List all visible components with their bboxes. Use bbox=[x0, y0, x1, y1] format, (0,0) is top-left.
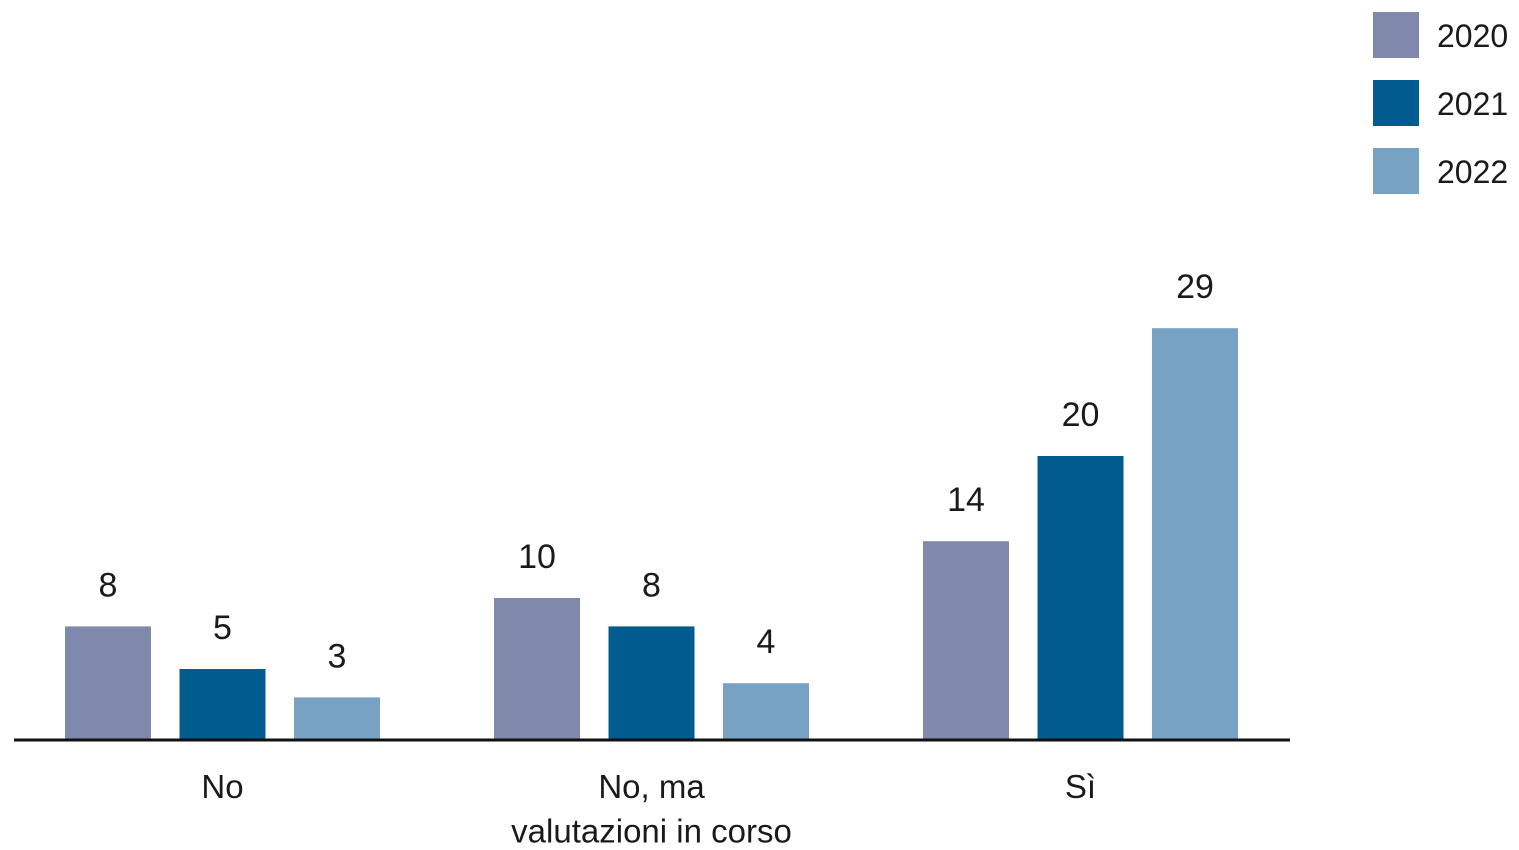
legend-swatch bbox=[1373, 12, 1419, 58]
value-label: 20 bbox=[1062, 396, 1100, 434]
value-label: 3 bbox=[328, 637, 347, 675]
bar bbox=[494, 598, 580, 740]
value-label: 10 bbox=[518, 538, 556, 576]
bar bbox=[1152, 328, 1238, 740]
bar bbox=[608, 626, 695, 740]
legend-label: 2020 bbox=[1437, 18, 1508, 54]
value-label: 4 bbox=[757, 623, 776, 661]
bar bbox=[1037, 456, 1124, 740]
legend-label: 2022 bbox=[1437, 154, 1508, 190]
legend-swatch bbox=[1373, 80, 1419, 126]
bar bbox=[723, 683, 809, 740]
value-label: 8 bbox=[642, 566, 661, 604]
x-tick-label: No bbox=[201, 768, 243, 805]
value-label: 8 bbox=[99, 566, 118, 604]
value-label: 5 bbox=[213, 609, 232, 647]
bar bbox=[179, 669, 266, 740]
x-tick-label: No, ma valutazioni in corso bbox=[511, 768, 792, 850]
bar bbox=[923, 541, 1009, 740]
bar bbox=[65, 626, 151, 740]
value-label: 14 bbox=[947, 481, 985, 519]
x-tick-label: Sì bbox=[1065, 768, 1096, 805]
bar bbox=[294, 697, 380, 740]
value-label: 29 bbox=[1176, 268, 1214, 306]
legend-swatch bbox=[1373, 148, 1419, 194]
legend-label: 2021 bbox=[1437, 86, 1508, 122]
